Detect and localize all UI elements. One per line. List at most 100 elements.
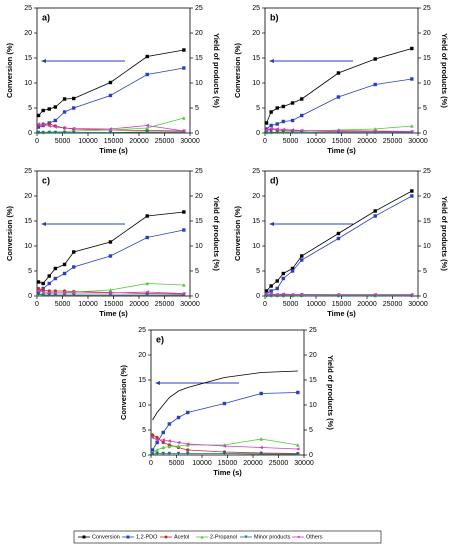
marker [281,271,286,276]
x-axis-title: Time (s) [327,146,356,155]
x-tick-label: 25000 [269,460,289,467]
y-tick-label: 25 [252,168,260,175]
marker [145,130,149,134]
marker [264,292,269,296]
y2-axis-title: Yield of products (%) [212,196,221,271]
y2-tick-label: 0 [195,293,199,300]
marker [176,444,181,448]
y2-tick-label: 15 [195,55,203,62]
marker [53,266,58,271]
marker [155,438,159,442]
x-tick-label: 5000 [55,301,71,308]
marker [167,422,172,426]
y-tick-label: 25 [24,168,32,175]
y-axis-title: Conversion (%) [5,43,14,99]
marker [145,281,149,286]
y2-tick-label: 0 [423,130,427,137]
marker [373,214,377,218]
x-tick-label: 30000 [294,460,314,467]
legend-label: Minor products [254,534,291,540]
legend-label: Acetol [174,534,189,540]
marker [108,80,113,85]
y2-axis-title: Yield of products (%) [440,196,449,271]
y2-tick-label: 5 [423,105,427,112]
marker [62,262,67,267]
marker [108,93,113,98]
marker [72,265,76,269]
marker [290,292,295,297]
marker [290,130,295,135]
marker [264,130,269,135]
panel-label: a) [42,12,50,22]
marker [145,293,149,297]
marker [36,280,41,284]
marker [275,122,279,126]
marker [161,451,166,456]
panel-label: d) [270,175,279,185]
x-tick-label: 15000 [104,301,124,308]
marker [222,401,227,406]
marker [281,292,286,296]
x-tick-label: 0 [263,138,267,145]
x-tick-label: 15000 [218,460,238,467]
x-tick-label: 10000 [78,138,98,145]
y-axis-title: Conversion (%) [119,365,128,421]
marker [53,130,58,135]
marker [62,271,67,276]
marker [410,77,414,81]
marker [36,130,41,135]
marker [167,439,172,443]
panel-label: b) [270,12,279,22]
marker [150,452,155,456]
series-line [266,195,413,294]
arrow-head [269,222,274,226]
legend-label: Conversion [92,534,120,540]
marker [410,46,414,51]
marker [259,391,263,396]
marker [299,292,304,297]
marker [182,210,186,214]
marker [47,281,51,286]
y-tick-label: 15 [252,55,260,62]
x-tick-label: 10000 [78,301,98,308]
y2-tick-label: 25 [423,5,431,12]
arrow-head [41,59,46,63]
y2-tick-label: 5 [309,427,313,434]
marker [410,189,414,193]
panel-label: c) [42,175,50,185]
marker [336,71,341,75]
y-tick-label: 20 [252,30,260,37]
marker [145,123,149,128]
y-tick-label: 5 [256,105,260,112]
y-tick-label: 20 [252,193,260,200]
marker [269,130,273,135]
x-axis-title: Time (s) [327,309,356,318]
legend-marker [82,535,86,539]
marker [181,129,186,133]
marker [72,250,76,254]
panel-label: e) [156,334,164,344]
x-tick-label: 30000 [408,138,428,145]
y-axis-title: Conversion (%) [233,206,242,262]
marker [269,292,273,296]
y-tick-label: 20 [24,30,32,37]
marker [150,433,155,437]
plot-frame [264,170,419,297]
y-tick-label: 15 [24,218,32,225]
marker [145,54,149,59]
marker [53,291,58,295]
marker [373,129,377,133]
marker [41,290,45,294]
marker [176,440,181,445]
x-tick-label: 0 [263,301,267,308]
marker [71,130,76,135]
marker [409,129,414,134]
x-tick-label: 10000 [306,301,326,308]
marker [295,447,300,451]
x-tick-label: 25000 [155,301,175,308]
legend-marker [244,535,248,539]
marker [167,451,172,456]
marker [41,123,45,127]
marker [47,130,52,135]
